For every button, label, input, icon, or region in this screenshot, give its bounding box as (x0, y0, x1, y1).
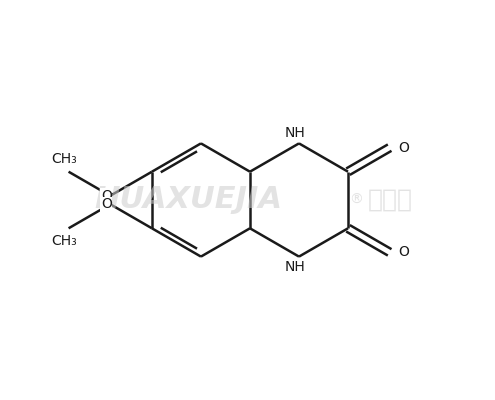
Text: CH₃: CH₃ (51, 234, 77, 248)
Text: NH: NH (285, 126, 305, 140)
Text: O: O (101, 197, 112, 211)
Text: HUAXUEJIA: HUAXUEJIA (95, 186, 283, 214)
Text: O: O (398, 245, 409, 259)
Text: O: O (101, 189, 112, 203)
Text: ®: ® (349, 193, 363, 207)
Text: NH: NH (285, 260, 305, 274)
Text: 化学加: 化学加 (368, 188, 413, 212)
Text: CH₃: CH₃ (51, 152, 77, 166)
Text: O: O (398, 141, 409, 155)
